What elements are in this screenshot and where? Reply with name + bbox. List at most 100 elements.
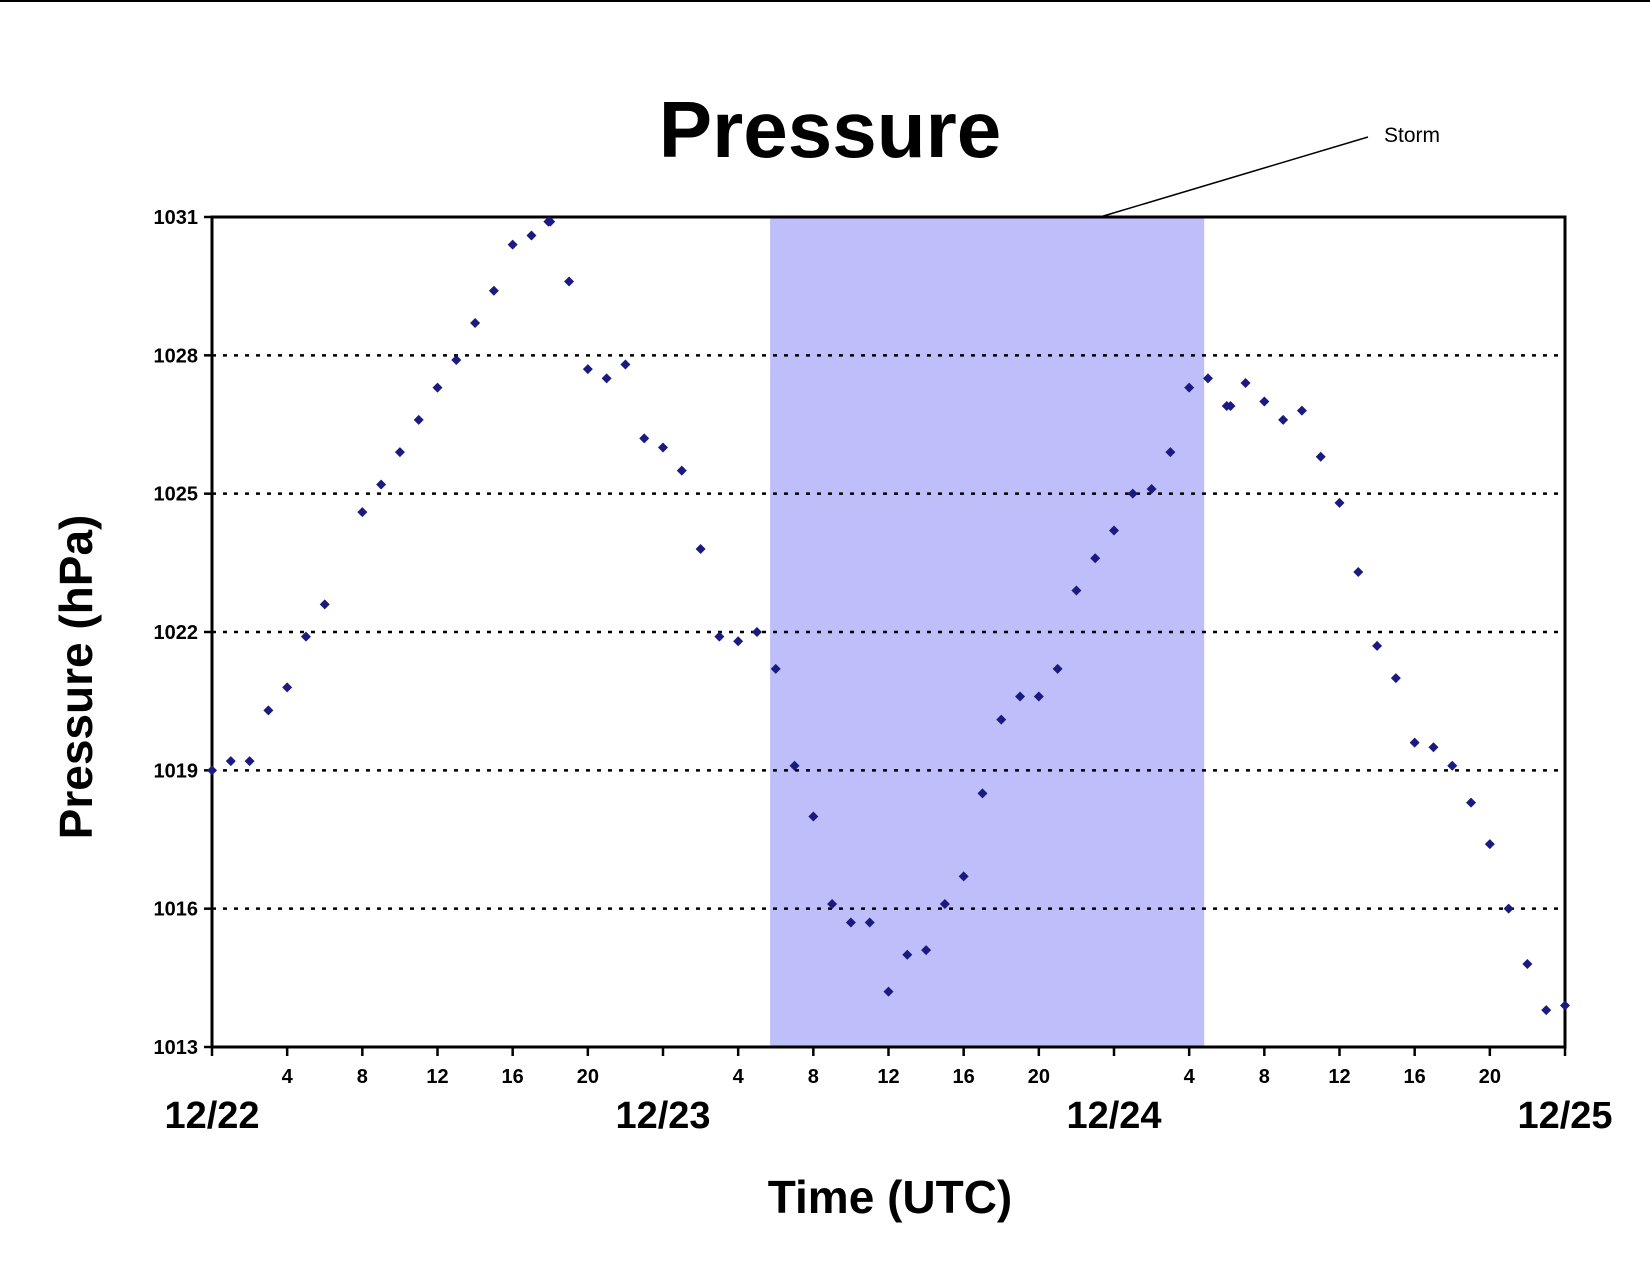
data-point [564, 276, 575, 287]
x-tick-label: 16 [953, 1066, 975, 1088]
data-point [1390, 673, 1401, 684]
data-point [1071, 585, 1082, 596]
data-point [507, 239, 518, 250]
data-points [207, 216, 1570, 1016]
date-label: 12/25 [1517, 1095, 1612, 1137]
y-tick-label: 1031 [154, 207, 199, 229]
x-tick-label: 12 [877, 1066, 899, 1088]
x-tick-labels: 4 8 12 16 20 4 8 12 16 20 4 8 12 16 20 [282, 1066, 1501, 1088]
data-point [1409, 737, 1420, 748]
x-axis-label: Time (UTC) [768, 1171, 1013, 1223]
axes [204, 215, 1567, 1056]
data-point [770, 663, 781, 674]
x-tick-label: 8 [1259, 1066, 1270, 1088]
storm-annotation-label: Storm [1384, 124, 1440, 147]
date-label: 12/23 [615, 1095, 710, 1137]
data-point [1033, 691, 1044, 702]
data-point [601, 373, 612, 384]
data-point [1315, 451, 1326, 462]
data-point [1353, 567, 1364, 578]
data-point [958, 871, 969, 882]
data-point [582, 364, 593, 375]
data-point [714, 631, 725, 642]
chart-title: Pressure [659, 85, 1001, 174]
data-point [939, 899, 950, 910]
y-tick-label: 1016 [154, 899, 199, 921]
data-point [1127, 488, 1138, 499]
y-tick-label: 1025 [154, 484, 199, 506]
storm-annotation-line [1099, 136, 1369, 218]
data-point [225, 756, 236, 767]
data-point [1146, 484, 1157, 495]
data-point [977, 788, 988, 799]
data-point [1484, 839, 1495, 850]
date-label: 12/24 [1066, 1095, 1161, 1137]
x-tick-label: 12 [426, 1066, 448, 1088]
data-point [300, 631, 311, 642]
data-point [789, 760, 800, 771]
data-point [1372, 640, 1383, 651]
data-point [1466, 797, 1477, 808]
data-point [1090, 553, 1101, 564]
data-point [921, 945, 932, 956]
data-point [883, 986, 894, 997]
x-tick-label: 8 [808, 1066, 819, 1088]
data-point [676, 465, 687, 476]
data-point [488, 285, 499, 296]
data-point [244, 756, 255, 767]
data-point [751, 627, 762, 637]
y-tick-label: 1013 [154, 1037, 199, 1059]
x-tick-label: 8 [357, 1066, 368, 1088]
x-tick-label: 16 [1404, 1066, 1426, 1088]
data-point [1184, 382, 1195, 393]
data-point [658, 442, 668, 453]
x-tick-label: 20 [577, 1066, 599, 1088]
data-point [413, 414, 424, 425]
data-point [1447, 760, 1458, 771]
data-point [1503, 903, 1514, 914]
data-point [207, 765, 217, 776]
data-point [733, 636, 744, 647]
data-point [1541, 1005, 1552, 1016]
data-point [1225, 401, 1236, 412]
data-point [1202, 373, 1213, 384]
data-point [451, 354, 462, 365]
x-tick-label: 4 [282, 1066, 294, 1088]
y-tick-label: 1022 [154, 622, 199, 644]
data-point [319, 599, 330, 610]
data-point [376, 479, 387, 490]
data-point [1109, 525, 1119, 536]
data-point [1052, 663, 1063, 674]
data-point [432, 382, 443, 393]
data-point [1334, 497, 1345, 508]
data-point [1240, 378, 1251, 388]
data-point [282, 682, 293, 693]
data-point [1165, 447, 1176, 458]
y-tick-label: 1028 [154, 345, 199, 367]
x-tick-label: 12 [1328, 1066, 1350, 1088]
y-tick-label: 1019 [154, 760, 199, 782]
data-point [1296, 405, 1307, 416]
data-point [1015, 691, 1026, 702]
data-point [1428, 742, 1439, 753]
data-point [1560, 1000, 1570, 1011]
data-point [808, 811, 819, 822]
data-point [620, 359, 631, 370]
y-tick-labels: 1013 1016 1019 1022 1025 1028 1031 [154, 207, 199, 1059]
data-point [545, 216, 556, 227]
x-tick-label: 4 [733, 1066, 745, 1088]
data-point [639, 433, 650, 444]
data-point [526, 230, 537, 241]
date-labels: 12/22 12/23 12/24 12/25 [164, 1095, 1612, 1137]
x-tick-label: 20 [1479, 1066, 1501, 1088]
data-point [470, 318, 481, 329]
data-point [864, 917, 875, 928]
data-point [695, 544, 706, 554]
date-label: 12/22 [164, 1095, 259, 1137]
data-point [845, 917, 856, 928]
x-tick-label: 16 [502, 1066, 524, 1088]
data-point [1278, 414, 1289, 425]
x-tick-label: 20 [1028, 1066, 1050, 1088]
x-tick-label: 4 [1184, 1066, 1196, 1088]
